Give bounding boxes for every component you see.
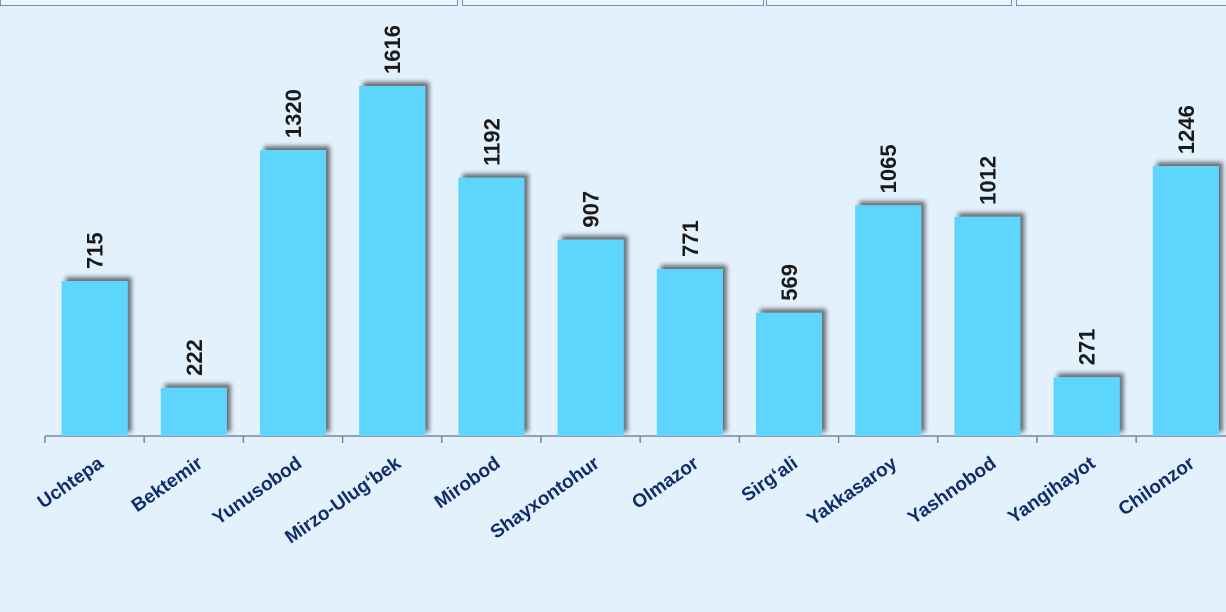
top-panel-segment xyxy=(462,0,764,6)
top-panel-segment xyxy=(1016,0,1226,6)
category-label: Mirobod xyxy=(431,453,504,513)
bar-olmazor xyxy=(656,269,723,436)
category-label: Olmazor xyxy=(628,453,703,514)
category-label: Sirg‘ali xyxy=(738,453,802,507)
bar-mirzo-ulug-bek xyxy=(359,86,426,436)
top-panel-segment xyxy=(766,0,1012,6)
category-label: Yangihayot xyxy=(1004,453,1100,529)
bar-yunusobod xyxy=(260,150,326,436)
data-label: 1192 xyxy=(479,118,504,166)
category-label: Yashnobod xyxy=(904,453,1000,529)
data-label: 907 xyxy=(579,191,604,228)
bar-bektemir xyxy=(160,387,227,436)
data-label: 1320 xyxy=(281,89,306,138)
data-label: 1065 xyxy=(876,144,901,193)
top-panel-segment xyxy=(0,0,458,6)
bar-mirobod xyxy=(458,177,525,437)
data-label: 1012 xyxy=(975,156,1000,205)
category-label: Bektemir xyxy=(128,453,207,517)
bar-yashnobod xyxy=(954,216,1021,436)
bar-yakkasaroy xyxy=(855,205,922,436)
bar-chilonzor xyxy=(1152,166,1219,436)
data-label: 569 xyxy=(777,264,802,301)
category-label: Yakkasaroy xyxy=(803,453,901,530)
bar-uchtepa xyxy=(61,281,128,436)
data-label: 271 xyxy=(1075,329,1100,366)
bar-shayxontohur xyxy=(557,239,624,436)
data-label: 715 xyxy=(83,232,108,269)
data-label: 1246 xyxy=(1174,105,1199,154)
category-label: Yunusobod xyxy=(209,453,306,530)
data-label: 1616 xyxy=(380,25,405,74)
category-label: Uchtepa xyxy=(34,453,108,513)
category-label: Shayxontohur xyxy=(487,453,604,544)
data-label: 771 xyxy=(678,220,703,257)
top-panel-border xyxy=(0,0,1226,8)
bar-yangihayot xyxy=(1053,377,1120,436)
data-label: 222 xyxy=(182,339,207,376)
bar-sirg-ali xyxy=(756,312,822,436)
category-label: Chilonzor xyxy=(1115,453,1199,521)
